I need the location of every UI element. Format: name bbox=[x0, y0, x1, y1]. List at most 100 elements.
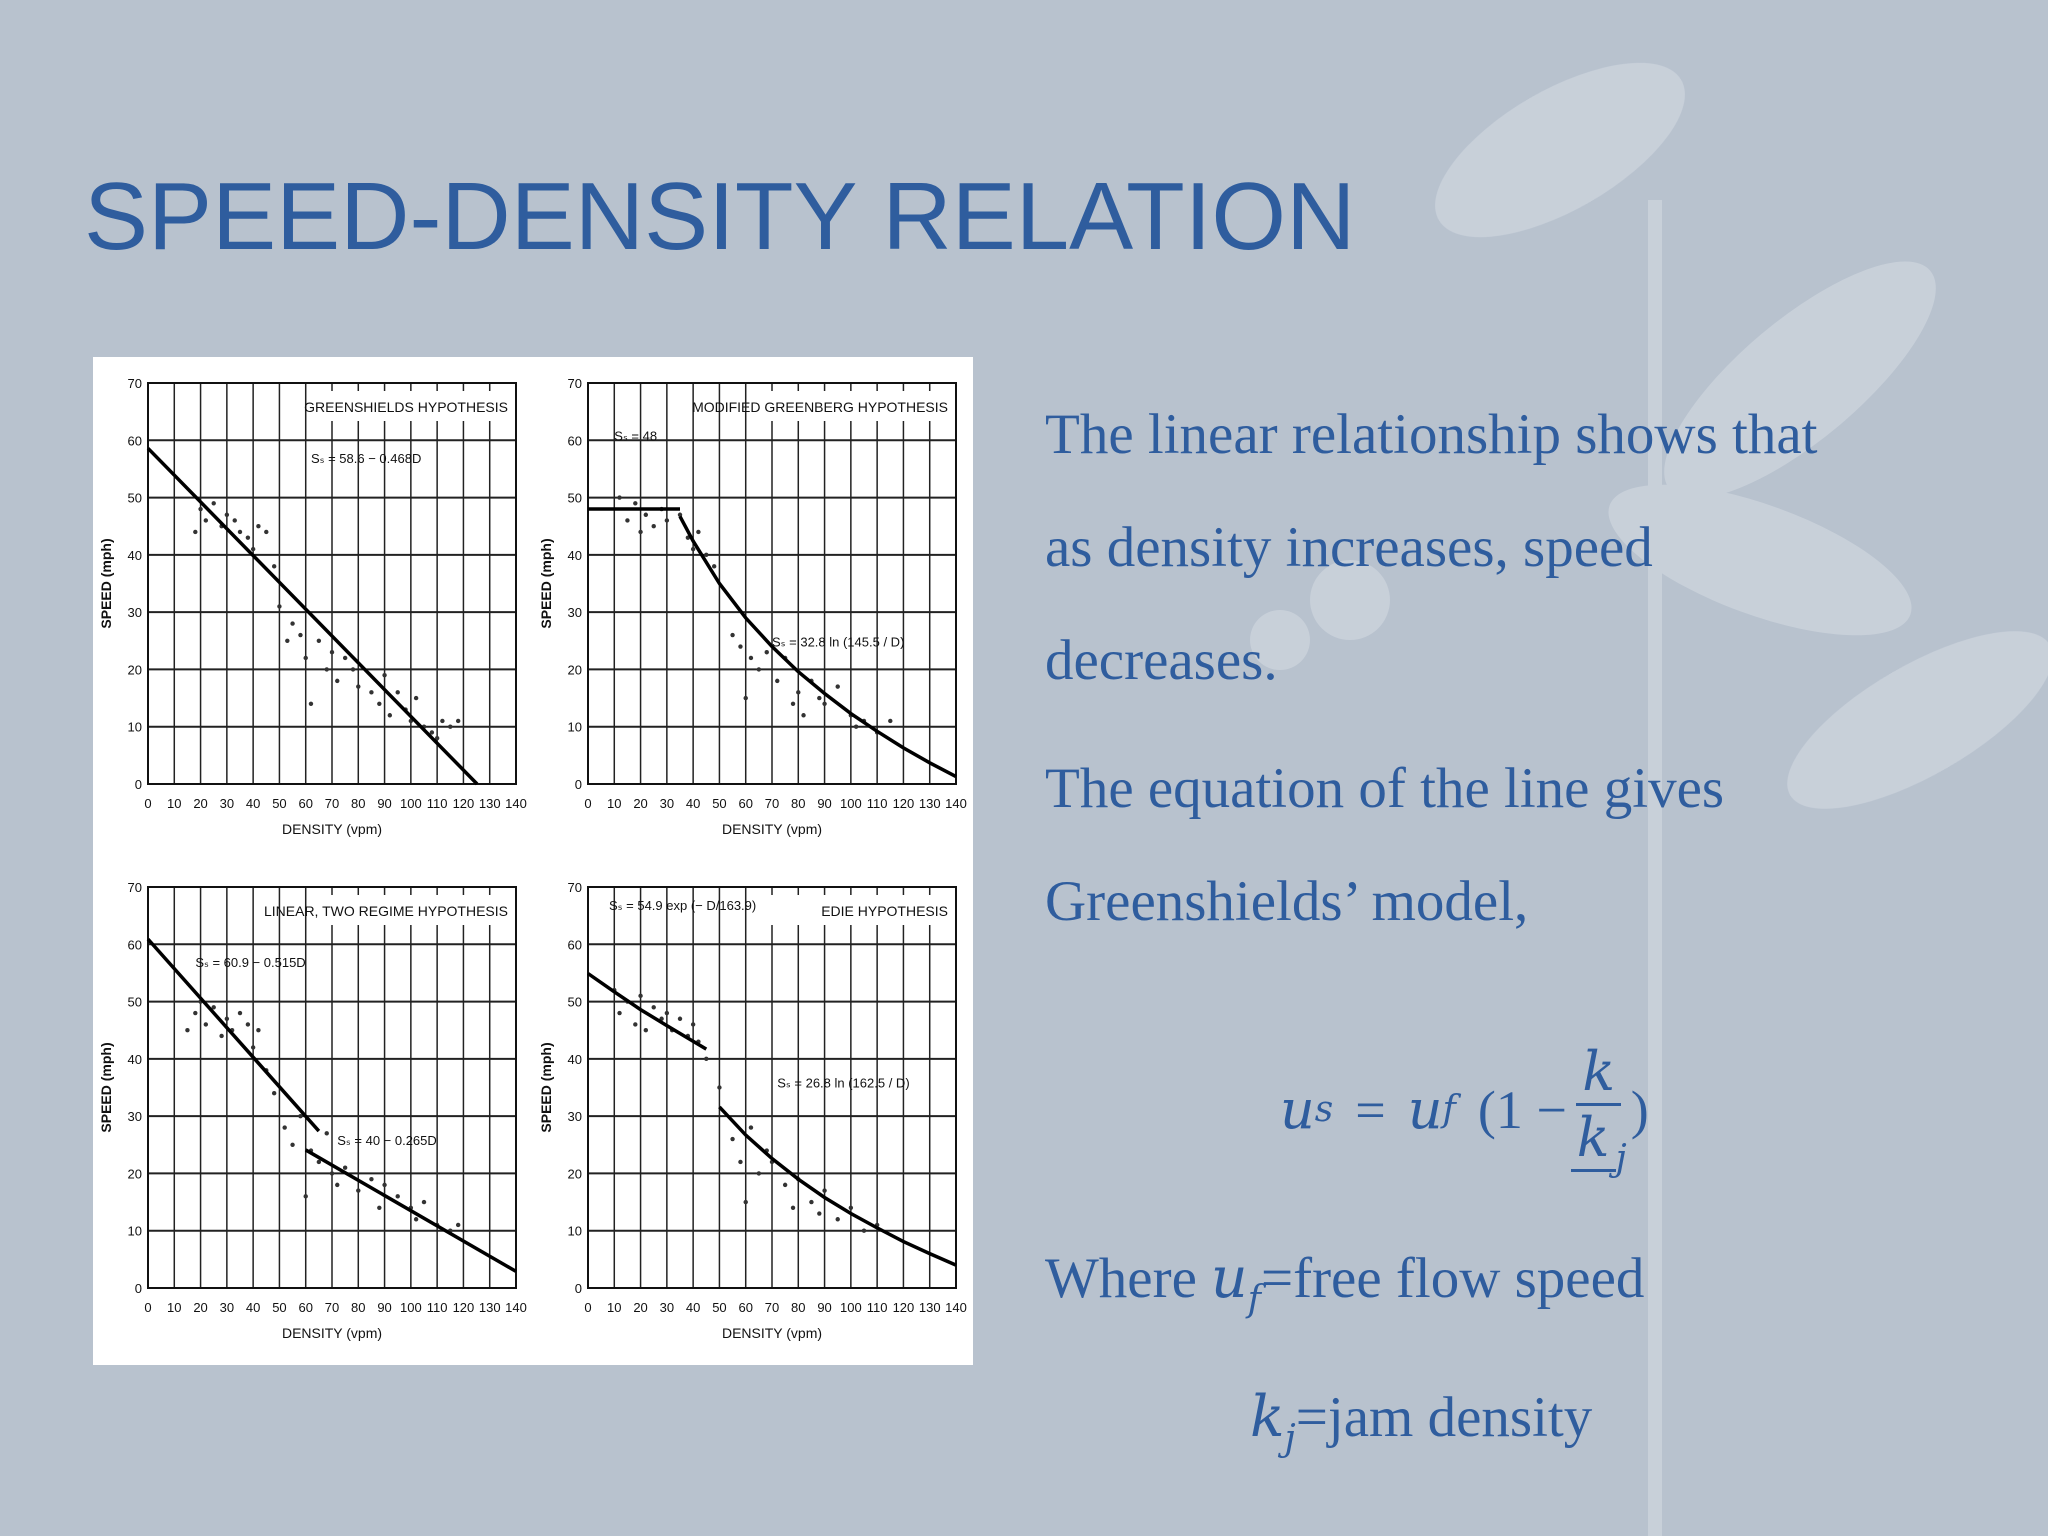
data-point bbox=[303, 655, 308, 661]
subscript: f bbox=[1247, 1279, 1261, 1320]
data-point bbox=[817, 1211, 822, 1216]
data-point bbox=[743, 1199, 748, 1205]
data-point bbox=[198, 506, 203, 512]
data-point bbox=[413, 695, 419, 701]
x-tick-label: 90 bbox=[817, 1300, 831, 1315]
data-point bbox=[203, 1022, 209, 1027]
x-tick-label: 140 bbox=[505, 796, 527, 811]
x-tick-label: 10 bbox=[607, 1300, 621, 1315]
data-point bbox=[203, 518, 209, 523]
equation-label: Sₛ = 58.6 − 0.468D bbox=[311, 451, 421, 466]
data-point bbox=[250, 546, 256, 552]
model-curve bbox=[678, 515, 957, 779]
y-tick-label: 60 bbox=[568, 433, 582, 448]
equation-label: Sₛ = 60.9 − 0.515D bbox=[195, 955, 305, 970]
data-point bbox=[848, 1205, 854, 1211]
y-tick-label: 40 bbox=[568, 1052, 582, 1067]
x-tick-label: 130 bbox=[919, 1300, 941, 1315]
data-point bbox=[285, 638, 290, 643]
data-point bbox=[625, 518, 630, 523]
data-point bbox=[395, 1194, 400, 1199]
y-axis-label: SPEED (mph) bbox=[538, 538, 554, 628]
x-tick-label: 40 bbox=[246, 1300, 260, 1315]
data-point bbox=[448, 724, 453, 729]
data-point bbox=[342, 655, 348, 661]
data-point bbox=[277, 604, 282, 609]
data-point bbox=[193, 1010, 198, 1016]
data-point bbox=[651, 524, 656, 529]
x-tick-label: 70 bbox=[325, 1300, 339, 1315]
data-point bbox=[677, 1016, 683, 1021]
x-tick-label: 120 bbox=[453, 796, 475, 811]
data-point bbox=[429, 730, 435, 735]
data-point bbox=[256, 1028, 261, 1033]
x-axis-label: DENSITY (vpm) bbox=[722, 1325, 822, 1341]
operator: = bbox=[1355, 1079, 1386, 1140]
x-tick-label: 60 bbox=[298, 796, 312, 811]
y-tick-label: 10 bbox=[568, 1224, 582, 1239]
y-tick-label: 20 bbox=[128, 662, 142, 677]
x-tick-label: 50 bbox=[272, 1300, 286, 1315]
data-point bbox=[271, 1091, 277, 1096]
x-tick-label: 40 bbox=[686, 796, 700, 811]
chart-title-box bbox=[766, 391, 952, 421]
data-point bbox=[434, 735, 440, 741]
model-curve bbox=[146, 937, 321, 1133]
x-tick-label: 80 bbox=[791, 796, 805, 811]
subscript: f bbox=[1442, 1089, 1456, 1130]
data-point bbox=[316, 638, 322, 643]
y-tick-label: 20 bbox=[568, 1166, 582, 1181]
text-line: The equation of the line gives bbox=[1045, 757, 1725, 820]
data-point bbox=[756, 1171, 762, 1176]
x-tick-label: 130 bbox=[479, 1300, 501, 1315]
operator: ) bbox=[1630, 1079, 1649, 1140]
data-point bbox=[316, 1159, 322, 1165]
data-point bbox=[329, 650, 335, 655]
data-point bbox=[256, 524, 261, 529]
x-tick-label: 100 bbox=[400, 796, 422, 811]
y-tick-label: 0 bbox=[575, 777, 582, 792]
data-point bbox=[738, 1159, 743, 1165]
y-tick-label: 60 bbox=[128, 937, 142, 952]
x-axis-label: DENSITY (vpm) bbox=[722, 821, 822, 837]
x-tick-label: 120 bbox=[893, 1300, 915, 1315]
y-tick-label: 40 bbox=[128, 548, 142, 563]
x-tick-label: 140 bbox=[945, 1300, 967, 1315]
y-tick-label: 10 bbox=[568, 720, 582, 735]
x-tick-label: 80 bbox=[791, 1300, 805, 1315]
x-tick-label: 20 bbox=[633, 1300, 647, 1315]
y-tick-label: 10 bbox=[128, 720, 142, 735]
data-point bbox=[185, 1028, 190, 1033]
model-curve bbox=[718, 1105, 957, 1267]
data-point bbox=[237, 529, 243, 535]
paragraph: The linear relationship shows that as de… bbox=[1045, 378, 1817, 717]
x-tick-label: 50 bbox=[712, 796, 726, 811]
x-tick-label: 0 bbox=[584, 796, 591, 811]
data-point bbox=[617, 495, 622, 500]
data-point bbox=[440, 718, 445, 724]
x-tick-label: 90 bbox=[377, 796, 391, 811]
y-tick-label: 0 bbox=[575, 1281, 582, 1296]
data-point bbox=[748, 655, 754, 661]
chart: 0 10 20 30 40 50 60 70 80 90 100 110 120 130 140 0 10 20 3… bbox=[538, 880, 967, 1341]
equation-label: Sₛ = 32.8 ln (145.5 / D) bbox=[772, 635, 904, 650]
x-tick-label: 70 bbox=[325, 796, 339, 811]
data-point bbox=[219, 1033, 224, 1039]
model-curve bbox=[146, 447, 479, 786]
y-tick-label: 50 bbox=[128, 491, 142, 506]
data-point bbox=[717, 1085, 722, 1090]
model-curve bbox=[304, 1148, 517, 1273]
data-point bbox=[369, 690, 374, 695]
x-tick-label: 110 bbox=[427, 796, 448, 811]
data-point bbox=[224, 512, 230, 517]
symbol: u bbox=[1407, 1078, 1443, 1141]
chart-title-box bbox=[766, 895, 952, 925]
data-point bbox=[335, 1182, 340, 1188]
data-point bbox=[282, 1125, 287, 1130]
data-point bbox=[237, 1010, 243, 1016]
plot-frame bbox=[147, 382, 517, 785]
x-tick-label: 120 bbox=[453, 1300, 475, 1315]
x-tick-label: 60 bbox=[738, 796, 752, 811]
data-point bbox=[382, 672, 387, 678]
